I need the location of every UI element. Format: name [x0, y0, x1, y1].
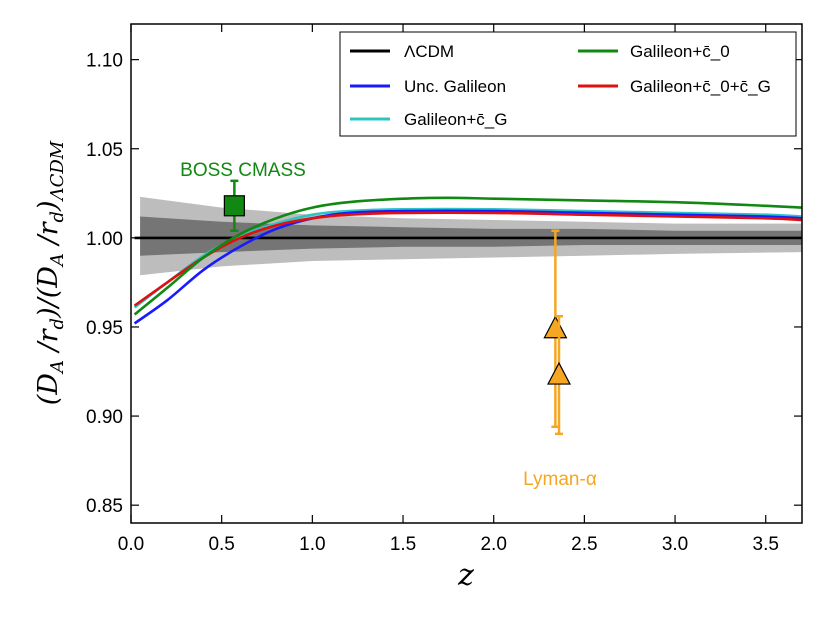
- x-tick-label-1: 0.5: [208, 534, 234, 555]
- series-lines: [133, 196, 802, 325]
- y-axis-ticks: 0.85 0.90 0.95 1.00 1.05 1.10: [86, 51, 802, 517]
- legend: ΛCDM Unc. Galileon Galileon+c̄_G Galileo…: [339, 31, 797, 137]
- x-tick-label-0: 0.0: [118, 534, 144, 555]
- y-tick-label-2: 0.95: [86, 318, 123, 339]
- x-tick-label-5: 2.5: [571, 534, 597, 555]
- y-tick-label-1: 0.90: [86, 407, 123, 428]
- x-tick-label-3: 1.5: [390, 534, 416, 555]
- legend-label-galileon-cg: Galileon+c̄_G: [404, 110, 507, 129]
- x-tick-label-4: 2.0: [480, 534, 506, 555]
- y-tick-label-4: 1.05: [86, 140, 123, 161]
- band-1-sigma: [140, 216, 802, 256]
- series-line-galileon-c-0: [133, 196, 802, 316]
- y-tick-label-3: 1.00: [86, 229, 123, 250]
- legend-label-galileon-c0-cg: Galileon+c̄_0+c̄_G: [630, 77, 771, 96]
- x-axis-label: z: [457, 558, 474, 593]
- y-axis-label: (DA /rd)/(DA /rd)ΛCDM: [33, 140, 68, 405]
- legend-label-unc-galileon: Unc. Galileon: [404, 77, 506, 96]
- legend-label-lcdm: ΛCDM: [404, 42, 454, 61]
- y-tick-label-5: 1.10: [86, 51, 123, 72]
- legend-frame: [339, 31, 797, 137]
- x-tick-label-2: 1.0: [299, 534, 325, 555]
- lyman-alpha-annotation: Lyman-α: [523, 469, 597, 490]
- point-lyman-2-marker: [546, 361, 571, 385]
- plot-frame: [130, 23, 803, 524]
- data-points: [223, 179, 571, 436]
- x-tick-label-6: 3.0: [662, 534, 688, 555]
- series-line-unc-galileon: [133, 209, 802, 325]
- point-lyman-1-marker: [543, 315, 568, 339]
- series-line-galileon-c-g: [133, 207, 802, 309]
- y-tick-label-0: 0.85: [86, 496, 123, 517]
- x-tick-label-7: 3.5: [753, 534, 779, 555]
- x-axis-ticks: 0.0 0.5 1.0 1.5 2.0 2.5 3.0 3.5: [118, 24, 779, 555]
- point-boss-cmass-0-marker: [223, 195, 245, 217]
- boss-cmass-annotation: BOSS CMASS: [180, 160, 306, 181]
- legend-label-galileon-c0: Galileon+c̄_0: [630, 42, 730, 61]
